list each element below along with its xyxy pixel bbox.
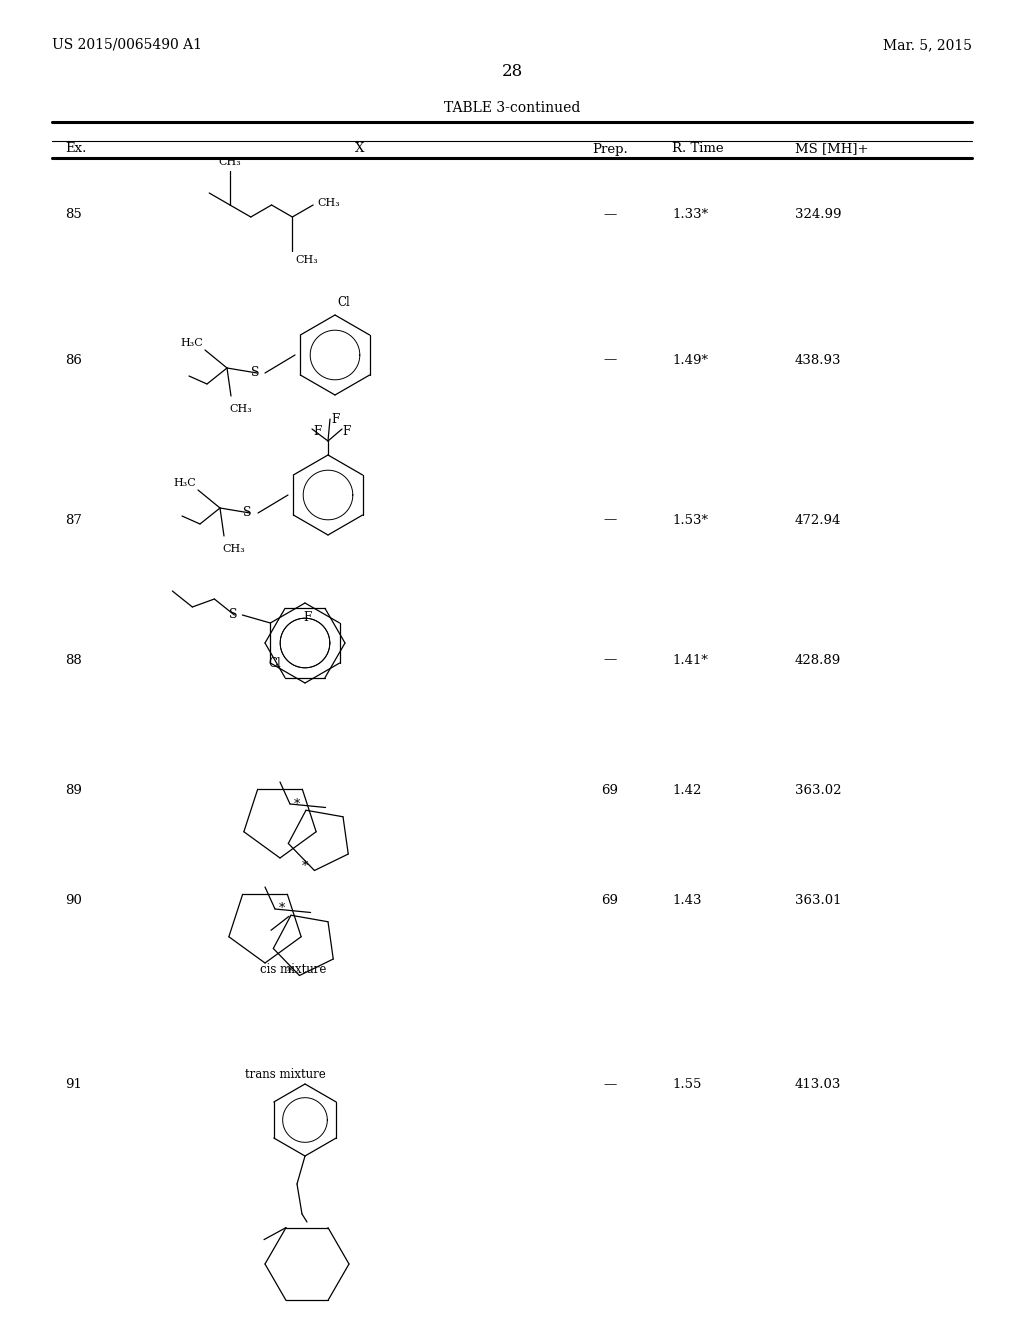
Text: 413.03: 413.03 (795, 1078, 842, 1092)
Text: CH₃: CH₃ (317, 198, 340, 209)
Text: Mar. 5, 2015: Mar. 5, 2015 (883, 38, 972, 51)
Text: S: S (251, 367, 259, 380)
Text: 1.41*: 1.41* (672, 653, 708, 667)
Text: F: F (331, 413, 339, 426)
Text: X: X (355, 143, 365, 156)
Text: *: * (287, 965, 293, 978)
Text: CH₃: CH₃ (295, 255, 318, 264)
Text: 1.33*: 1.33* (672, 209, 709, 222)
Text: 87: 87 (65, 513, 82, 527)
Text: 86: 86 (65, 354, 82, 367)
Text: —: — (603, 653, 616, 667)
Text: 324.99: 324.99 (795, 209, 842, 222)
Text: 91: 91 (65, 1078, 82, 1092)
Text: *: * (294, 797, 300, 810)
Text: 88: 88 (65, 653, 82, 667)
Text: 438.93: 438.93 (795, 354, 842, 367)
Text: R. Time: R. Time (672, 143, 724, 156)
Text: CH₃: CH₃ (229, 404, 252, 414)
Text: —: — (603, 513, 616, 527)
Text: 1.53*: 1.53* (672, 513, 708, 527)
Text: 1.49*: 1.49* (672, 354, 708, 367)
Text: 69: 69 (601, 784, 618, 796)
Text: cis mixture: cis mixture (260, 964, 327, 975)
Text: US 2015/0065490 A1: US 2015/0065490 A1 (52, 38, 202, 51)
Text: S: S (244, 507, 252, 520)
Text: 472.94: 472.94 (795, 513, 842, 527)
Text: TABLE 3-continued: TABLE 3-continued (443, 102, 581, 115)
Text: MS [MH]+: MS [MH]+ (795, 143, 868, 156)
Text: 85: 85 (65, 209, 82, 222)
Text: S: S (228, 609, 238, 622)
Text: CH₃: CH₃ (219, 157, 242, 168)
Text: 1.42: 1.42 (672, 784, 701, 796)
Text: *: * (302, 861, 308, 874)
Text: —: — (603, 354, 616, 367)
Text: 69: 69 (601, 894, 618, 907)
Text: Cl: Cl (268, 656, 281, 669)
Text: F: F (342, 425, 350, 438)
Text: —: — (603, 1078, 616, 1092)
Text: F: F (303, 611, 311, 624)
Text: F: F (313, 425, 322, 438)
Text: 28: 28 (502, 63, 522, 81)
Text: *: * (279, 903, 286, 916)
Text: 363.02: 363.02 (795, 784, 842, 796)
Text: 428.89: 428.89 (795, 653, 842, 667)
Text: 1.55: 1.55 (672, 1078, 701, 1092)
Text: 90: 90 (65, 894, 82, 907)
Text: 1.43: 1.43 (672, 894, 701, 907)
Text: —: — (603, 209, 616, 222)
Text: H₃C: H₃C (173, 478, 196, 488)
Text: Ex.: Ex. (65, 143, 86, 156)
Text: 89: 89 (65, 784, 82, 796)
Text: trans mixture: trans mixture (245, 1068, 326, 1081)
Text: CH₃: CH₃ (222, 544, 245, 554)
Text: Prep.: Prep. (592, 143, 628, 156)
Text: 363.01: 363.01 (795, 894, 842, 907)
Text: Cl: Cl (337, 296, 350, 309)
Text: H₃C: H₃C (180, 338, 203, 348)
